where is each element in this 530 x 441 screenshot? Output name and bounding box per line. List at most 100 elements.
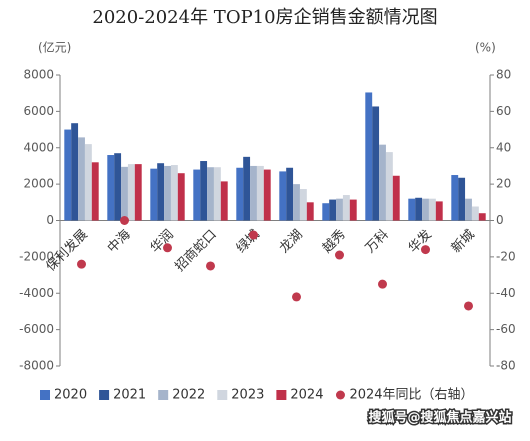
x-tick-label: 华发 bbox=[405, 226, 435, 256]
bar bbox=[422, 198, 429, 221]
yoy-dot bbox=[163, 243, 172, 253]
y2-axis-label: (%) bbox=[475, 41, 496, 55]
bar bbox=[471, 206, 479, 221]
bar bbox=[329, 199, 337, 221]
bar bbox=[71, 123, 79, 221]
bar bbox=[465, 198, 472, 221]
bar bbox=[236, 167, 244, 221]
legend-swatch bbox=[217, 390, 228, 400]
bar bbox=[157, 163, 165, 221]
legend-label: 2024年同比（右轴） bbox=[349, 388, 473, 403]
bar bbox=[250, 165, 257, 221]
y2-tick-label: -80 bbox=[496, 359, 516, 373]
yoy-dot bbox=[464, 301, 473, 311]
bar bbox=[299, 189, 307, 221]
x-tick-label: 新城 bbox=[448, 226, 478, 256]
legend-swatch bbox=[99, 390, 110, 400]
x-tick-label: 绿城 bbox=[234, 227, 263, 256]
bar bbox=[293, 184, 300, 221]
bar bbox=[349, 199, 357, 221]
y2-tick-label: 0 bbox=[496, 213, 504, 227]
x-tick-label: 越秀 bbox=[320, 227, 349, 256]
legend-swatch bbox=[158, 390, 169, 400]
yoy-dot bbox=[335, 250, 344, 260]
yoy-dot bbox=[77, 259, 86, 269]
bar bbox=[220, 181, 228, 221]
bar bbox=[451, 175, 459, 221]
legend-label: 2021 bbox=[113, 388, 146, 403]
yoy-dot bbox=[206, 261, 215, 271]
legend-swatch bbox=[276, 390, 287, 400]
bar bbox=[78, 137, 85, 221]
bar bbox=[478, 213, 486, 221]
yoy-dot bbox=[378, 279, 387, 289]
yoy-dot bbox=[421, 245, 430, 255]
legend-label: 2024 bbox=[290, 388, 323, 403]
bar bbox=[84, 144, 92, 221]
yoy-dot bbox=[249, 230, 258, 240]
x-tick-label: 中海 bbox=[105, 227, 134, 256]
bar bbox=[408, 198, 416, 221]
x-tick-label: 万科 bbox=[363, 227, 392, 256]
bar bbox=[164, 165, 171, 221]
bar bbox=[428, 198, 436, 221]
bar bbox=[134, 164, 142, 221]
y-axis-label: (亿元) bbox=[38, 40, 71, 55]
bar bbox=[170, 165, 178, 221]
y-tick-label: 0 bbox=[46, 213, 54, 227]
y-tick-label: 2000 bbox=[23, 177, 54, 191]
y2-tick-label: 40 bbox=[496, 140, 511, 154]
legend-label: 2020 bbox=[54, 388, 87, 403]
bar bbox=[127, 164, 135, 221]
yoy-dot bbox=[120, 216, 129, 225]
bar bbox=[150, 168, 158, 221]
legend-swatch bbox=[335, 390, 345, 400]
bar bbox=[114, 153, 122, 221]
y-tick-label: -6000 bbox=[19, 322, 54, 336]
y2-tick-label: 80 bbox=[496, 68, 511, 82]
y-tick-label: -4000 bbox=[19, 286, 54, 300]
y2-tick-label: 20 bbox=[496, 177, 511, 191]
bar bbox=[121, 166, 128, 221]
bar bbox=[372, 106, 380, 221]
bar bbox=[336, 198, 343, 221]
y-tick-label: 8000 bbox=[23, 68, 54, 82]
bar bbox=[256, 165, 264, 221]
bar bbox=[365, 92, 373, 221]
bar bbox=[107, 155, 115, 221]
y2-tick-label: -20 bbox=[496, 249, 516, 263]
bar bbox=[415, 197, 423, 221]
y2-tick-label: -60 bbox=[496, 322, 516, 336]
bar bbox=[213, 167, 221, 221]
y-tick-label: 6000 bbox=[23, 104, 54, 118]
x-tick-label: 龙湖 bbox=[277, 227, 306, 256]
y2-tick-label: -40 bbox=[496, 286, 516, 300]
x-tick-label: 华润 bbox=[148, 227, 177, 256]
bar bbox=[91, 162, 99, 221]
y-tick-label: 4000 bbox=[23, 140, 54, 154]
y-tick-label: -2000 bbox=[19, 249, 54, 263]
bar bbox=[64, 129, 72, 221]
bar bbox=[177, 173, 185, 221]
legend-label: 2022 bbox=[172, 388, 205, 403]
bar bbox=[435, 201, 443, 221]
bar bbox=[342, 195, 350, 221]
bar bbox=[200, 161, 208, 221]
bar bbox=[458, 177, 466, 221]
bar bbox=[207, 167, 214, 221]
bar bbox=[322, 203, 330, 221]
bar bbox=[193, 169, 201, 221]
chart-title: 2020-2024年 TOP10房企销售金额情况图 bbox=[92, 7, 437, 28]
legend-label: 2023 bbox=[231, 388, 264, 403]
watermark: 搜狐号@搜狐焦点嘉兴站 bbox=[368, 410, 511, 426]
bar bbox=[263, 169, 271, 221]
bar bbox=[306, 202, 314, 221]
y2-tick-label: 60 bbox=[496, 104, 511, 118]
y-tick-label: -8000 bbox=[19, 359, 54, 373]
bar bbox=[392, 175, 400, 221]
bar bbox=[379, 144, 386, 221]
bar bbox=[279, 171, 287, 221]
bar bbox=[243, 156, 251, 221]
bar bbox=[385, 152, 393, 221]
